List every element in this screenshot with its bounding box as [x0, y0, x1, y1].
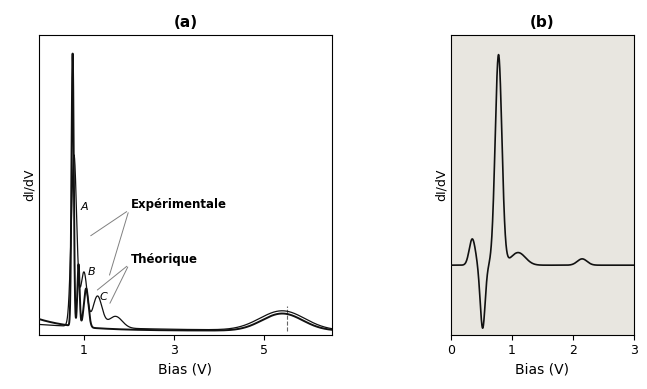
Y-axis label: dI/dV: dI/dV [435, 168, 448, 201]
X-axis label: Bias (V): Bias (V) [159, 363, 212, 377]
X-axis label: Bias (V): Bias (V) [516, 363, 569, 377]
Text: A: A [80, 202, 88, 212]
Text: Théorique: Théorique [131, 253, 198, 266]
Text: Expérimentale: Expérimentale [131, 198, 227, 211]
Y-axis label: dI/dV: dI/dV [23, 168, 36, 201]
Text: B: B [87, 266, 95, 277]
Title: (a): (a) [173, 15, 197, 30]
Title: (b): (b) [530, 15, 554, 30]
Text: C: C [100, 291, 107, 301]
